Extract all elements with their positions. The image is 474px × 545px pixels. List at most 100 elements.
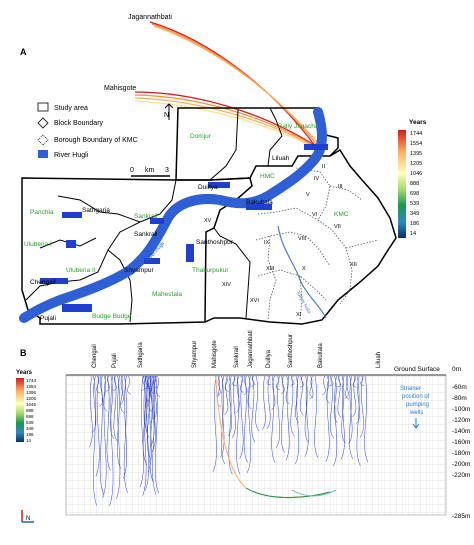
label-duillya: Duillya [198,184,218,191]
axis-triad-north: N [26,516,30,522]
flowline [153,375,158,420]
flowline [309,375,314,398]
label-sankrail: Sankrail [134,231,158,238]
label-uluberia-ii: Uluberia II [66,267,96,274]
flowline [333,375,338,467]
flowline-mahisgote-deep [245,487,331,499]
label-hmc: HMC [260,173,275,180]
depth-label: -80m [452,395,467,402]
flowline [337,375,342,418]
flowline [106,375,110,392]
flowline [314,375,319,458]
flowline [224,375,229,416]
ground-surface-label: Ground Surface [394,366,440,373]
flowline [271,375,276,411]
borough-xii: XII [350,262,357,268]
depth-label: -120m [452,417,470,424]
colorbar-b-tick: 1046 [26,402,37,407]
flowline [120,375,125,414]
flowline [147,375,152,473]
track-label-mahisgote: Mahisgote [104,85,136,92]
panel-a-label: A [20,47,27,57]
flowline [123,375,128,479]
strainer-note: Strainer position of pumping wells [400,386,430,416]
borough-xi: XI [296,312,302,318]
flowline [145,375,150,491]
depth-label: -285m [452,513,470,520]
flowline [152,375,157,495]
depth-label: -140m [452,428,470,435]
label-bakultala: Bakultala [246,199,273,206]
depth-label: -220m [452,472,470,479]
flowline [88,375,93,448]
colorbar-b-tick: 349 [26,426,34,431]
flowline [271,375,276,463]
flowline [228,375,233,475]
legend-river: River Hugli [54,152,89,159]
borough-iii: III [338,184,343,190]
flowline [285,375,290,404]
particle-tracks-a [134,21,326,154]
flowline [300,375,304,388]
flowline [309,375,314,400]
scale-zero: 0 [130,167,134,174]
colorbar-b-tick: 14 [26,438,32,443]
flowline [325,375,330,463]
flowline [295,375,300,464]
depth-label: -60m [452,384,467,391]
colorbar-a-tick: 1205 [410,161,422,167]
well-label: Mahisgote [212,340,218,368]
flowline [149,375,154,483]
scale-unit: km [145,167,155,174]
colorbar-a-tick: 1395 [410,151,422,157]
strainer-line-2: position of [402,394,430,400]
borough-ii: II [322,164,326,170]
strainer-line-4: wells [409,410,423,416]
colorbar-a-title: Years [409,119,427,126]
colorbar-a-tick: 349 [410,211,419,217]
river-hugli [19,107,327,323]
well-label: Pujali [112,353,118,368]
borough-boundaries [255,167,379,321]
flowline [304,375,309,457]
flowline [276,375,280,448]
flowline [220,375,225,458]
colorbar-b-tick: 1554 [26,384,37,389]
flowline [255,375,260,432]
legend-study-area: Study area [54,105,88,112]
flowline [360,375,365,386]
colorbar-a-tick: 1554 [410,141,422,147]
flowline [127,375,132,395]
borough-xiii: XIII [266,266,275,272]
flowline [232,375,237,387]
flowline [150,375,155,447]
track-label-jagannathbati: Jagannathbati [128,14,172,21]
borough-xv: XV [204,218,212,224]
flowline [251,375,256,443]
flowline [154,375,159,494]
flowline [285,375,290,461]
label-bally-jagacha: Bally Jagacha [278,123,319,130]
depth-label: -200m [452,461,470,468]
flowline [329,375,334,387]
well-label: Sathgaria [138,342,144,368]
flowline [116,375,121,500]
colorbar-b-tick: 539 [26,420,34,425]
flowline [99,375,104,495]
label-shyampur: Shyampur [124,267,154,274]
north-arrow-icon: N [164,103,174,120]
colorbar-a-tick: 186 [410,221,419,227]
flowline [143,375,148,390]
colorbar-a-tick: 888 [410,181,419,187]
flowline [356,375,360,424]
flowline [290,375,295,436]
flowline [243,375,248,396]
borough-iv: IV [314,176,320,182]
label-sankrail-block: Sankrail [134,213,158,220]
flowline [123,375,128,493]
colorbar-b-tick: 1744 [26,378,37,383]
flowline [261,375,266,431]
label-liluah: Liluah [272,155,290,162]
flowline [352,375,357,418]
